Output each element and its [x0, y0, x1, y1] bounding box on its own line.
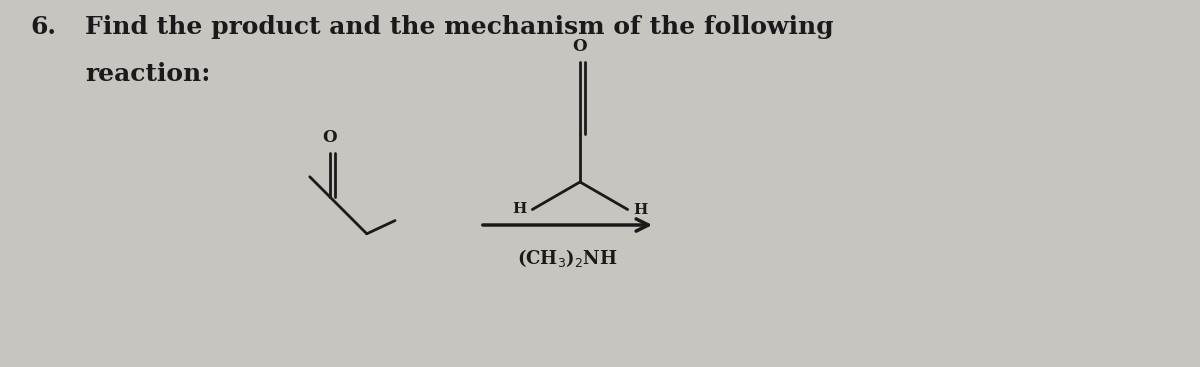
- Text: Find the product and the mechanism of the following: Find the product and the mechanism of th…: [85, 15, 834, 39]
- Text: H: H: [512, 203, 527, 217]
- Text: 6.: 6.: [30, 15, 56, 39]
- Text: (CH$_3$)$_2$NH: (CH$_3$)$_2$NH: [517, 247, 618, 269]
- Text: O: O: [572, 38, 587, 55]
- Text: O: O: [323, 129, 337, 146]
- Text: H: H: [634, 203, 648, 217]
- Text: reaction:: reaction:: [85, 62, 210, 86]
